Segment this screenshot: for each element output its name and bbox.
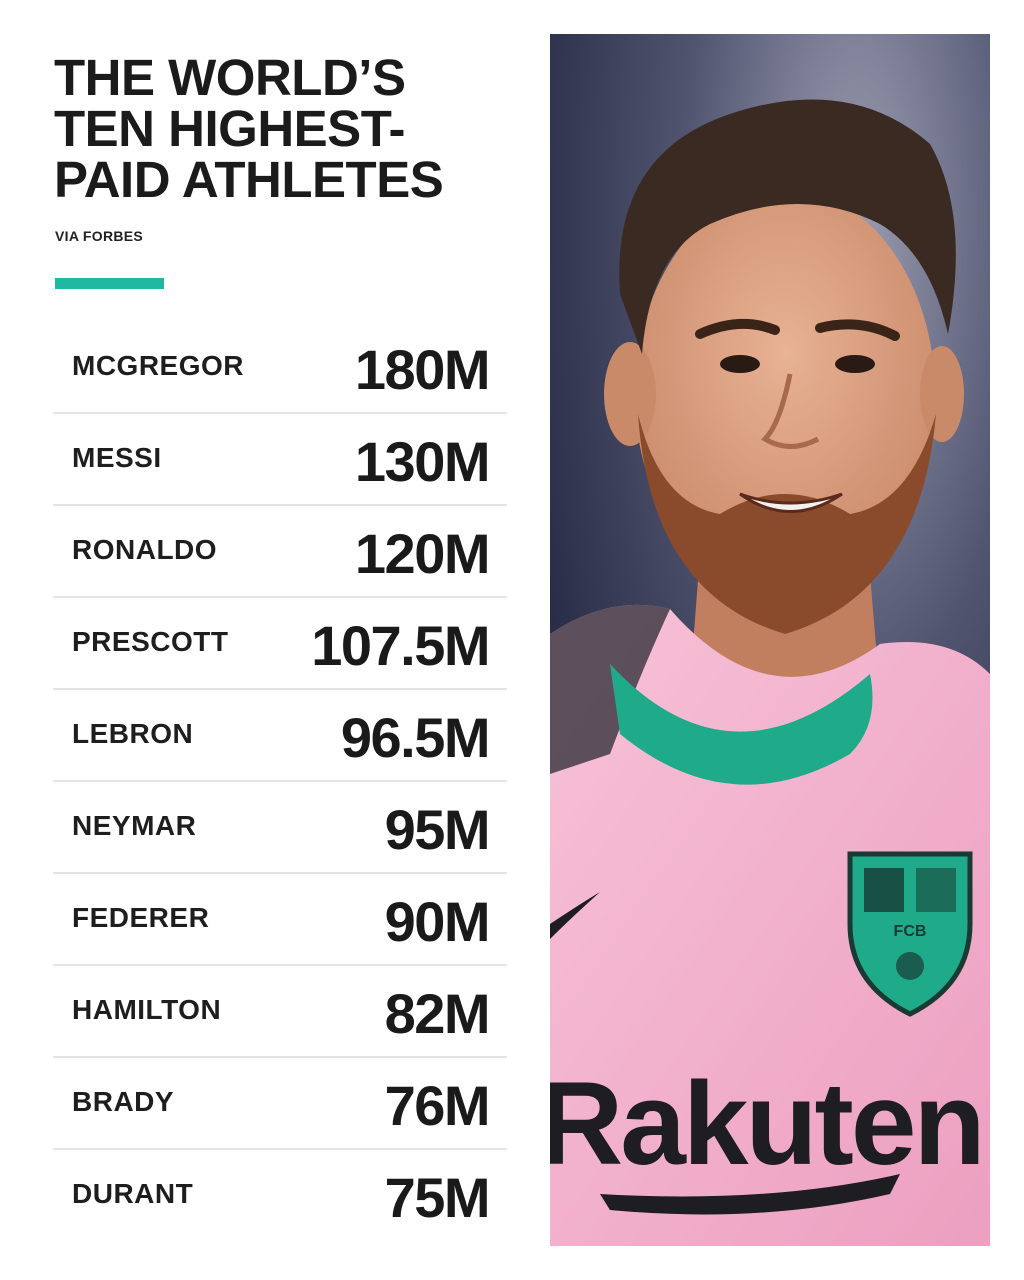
- athlete-earnings: 180M: [354, 338, 491, 401]
- athlete-earnings: 95M: [384, 798, 491, 861]
- jersey-shape: [550, 604, 990, 1246]
- athlete-name: NEYMAR: [72, 810, 197, 841]
- ranking-row: RONALDO 120M: [53, 506, 507, 598]
- title-line-2: TEN HIGHEST-: [54, 100, 406, 157]
- accent-bar: [55, 278, 164, 289]
- ranking-row: MCGREGOR 180M: [53, 322, 507, 414]
- left-eye-shape: [720, 355, 760, 373]
- athlete-name: PRESCOTT: [72, 626, 229, 657]
- ranking-row: NEYMAR 95M: [53, 782, 507, 874]
- athlete-earnings: 82M: [384, 982, 491, 1045]
- athlete-earnings: 90M: [384, 890, 491, 953]
- sponsor-underline-shape: [600, 1174, 900, 1215]
- athlete-name: RONALDO: [72, 534, 218, 565]
- page-title: THE WORLD’S TEN HIGHEST- PAID ATHLETES: [54, 52, 524, 205]
- ranking-row: LEBRON 96.5M: [53, 690, 507, 782]
- athlete-earnings: 76M: [384, 1074, 491, 1137]
- ranking-row: PRESCOTT 107.5M: [53, 598, 507, 690]
- ranking-row: DURANT 75M: [53, 1150, 507, 1242]
- hair-shape: [619, 99, 956, 354]
- athlete-earnings: 96.5M: [340, 706, 491, 769]
- right-eyebrow-shape: [815, 319, 900, 341]
- title-line-1: THE WORLD’S: [54, 49, 406, 106]
- ranking-row: MESSI 130M: [53, 414, 507, 506]
- athlete-earnings: 130M: [354, 430, 491, 493]
- left-eyebrow-shape: [695, 318, 780, 339]
- sponsor-text: Rakuten: [550, 1058, 983, 1190]
- athlete-earnings: 75M: [384, 1166, 491, 1229]
- athlete-name: LEBRON: [72, 718, 194, 749]
- athlete-earnings: 107.5M: [311, 614, 490, 677]
- ranking-row: BRADY 76M: [53, 1058, 507, 1150]
- svg-text:FCB: FCB: [894, 923, 927, 940]
- right-eye-shape: [835, 355, 875, 373]
- athlete-name: MCGREGOR: [72, 350, 244, 381]
- athlete-name: BRADY: [72, 1086, 175, 1117]
- crest-icon: FCB: [847, 851, 973, 1017]
- left-ear-shape: [604, 342, 656, 446]
- collar-shape: [610, 664, 873, 785]
- athlete-name: MESSI: [72, 442, 162, 473]
- athlete-earnings: 120M: [354, 522, 491, 585]
- collar-trim-shape: [550, 604, 670, 774]
- athlete-photo: FCB Rakuten: [550, 34, 990, 1246]
- ranking-row: HAMILTON 82M: [53, 966, 507, 1058]
- title-line-3: PAID ATHLETES: [54, 151, 444, 208]
- smile-shape: [739, 492, 843, 513]
- athlete-name: DURANT: [72, 1178, 194, 1209]
- athlete-name: FEDERER: [72, 902, 210, 933]
- athlete-name: HAMILTON: [72, 994, 222, 1025]
- ranking-row: FEDERER 90M: [53, 874, 507, 966]
- athlete-photo-illustration: FCB Rakuten: [550, 34, 990, 1246]
- ranking-list: MCGREGOR 180M MESSI 130M RONALDO 120M PR…: [53, 322, 507, 1242]
- source-caption: VIA FORBES: [55, 228, 144, 244]
- right-ear-shape: [920, 346, 964, 442]
- beard-shape: [638, 414, 936, 634]
- nose-shape: [760, 373, 820, 449]
